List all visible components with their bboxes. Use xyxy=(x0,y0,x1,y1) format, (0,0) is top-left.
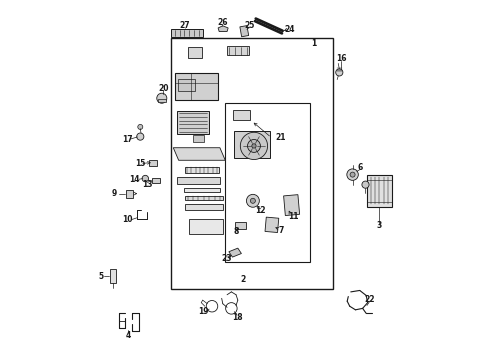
Text: 18: 18 xyxy=(232,313,243,322)
Ellipse shape xyxy=(240,132,268,159)
Bar xyxy=(171,30,203,37)
Bar xyxy=(110,269,116,283)
Text: 5: 5 xyxy=(98,271,103,280)
Bar xyxy=(368,175,392,207)
Bar xyxy=(235,222,245,229)
Text: 7: 7 xyxy=(279,226,284,235)
Polygon shape xyxy=(229,248,242,257)
Polygon shape xyxy=(173,148,225,160)
Bar xyxy=(234,131,270,158)
Text: 1: 1 xyxy=(312,39,317,48)
Text: 3: 3 xyxy=(377,221,382,230)
Polygon shape xyxy=(177,177,220,184)
Text: 9: 9 xyxy=(112,189,117,198)
Text: 17: 17 xyxy=(122,135,133,144)
Bar xyxy=(284,195,299,216)
Ellipse shape xyxy=(247,139,260,152)
Text: 23: 23 xyxy=(222,255,232,264)
Bar xyxy=(149,160,157,166)
Text: 14: 14 xyxy=(129,175,140,184)
Text: 11: 11 xyxy=(288,212,298,221)
Text: 24: 24 xyxy=(285,24,295,33)
Text: 16: 16 xyxy=(336,54,346,63)
Ellipse shape xyxy=(142,175,148,182)
Bar xyxy=(227,46,248,55)
Text: 4: 4 xyxy=(126,331,131,340)
Text: 20: 20 xyxy=(158,84,169,93)
Text: 19: 19 xyxy=(198,307,208,316)
Text: 21: 21 xyxy=(275,133,285,142)
Bar xyxy=(225,103,310,262)
Text: 8: 8 xyxy=(233,228,239,237)
Bar xyxy=(184,188,220,192)
Text: 15: 15 xyxy=(135,159,146,168)
Polygon shape xyxy=(218,26,228,32)
Ellipse shape xyxy=(138,125,143,130)
Text: 10: 10 xyxy=(122,215,133,224)
Ellipse shape xyxy=(252,144,256,148)
Text: 25: 25 xyxy=(245,21,255,30)
Bar xyxy=(125,190,133,198)
Bar xyxy=(185,167,219,173)
Bar xyxy=(178,79,195,91)
Bar xyxy=(152,178,160,183)
Text: 6: 6 xyxy=(358,163,363,172)
Bar xyxy=(175,73,218,100)
Text: 27: 27 xyxy=(180,21,191,30)
Text: 13: 13 xyxy=(142,180,153,189)
Ellipse shape xyxy=(250,198,255,203)
Text: 12: 12 xyxy=(255,206,266,215)
Bar xyxy=(177,111,209,134)
Bar xyxy=(233,111,250,121)
Ellipse shape xyxy=(157,93,167,103)
Bar xyxy=(172,39,333,289)
Ellipse shape xyxy=(350,172,355,177)
Bar xyxy=(188,47,201,58)
Ellipse shape xyxy=(362,181,369,188)
Ellipse shape xyxy=(246,194,259,207)
Ellipse shape xyxy=(347,169,358,180)
Text: 22: 22 xyxy=(365,294,375,303)
Bar xyxy=(193,135,204,141)
Polygon shape xyxy=(158,99,166,102)
Bar xyxy=(189,220,222,234)
Ellipse shape xyxy=(137,133,144,140)
Bar xyxy=(265,217,279,233)
Text: 26: 26 xyxy=(217,18,228,27)
Bar xyxy=(240,26,249,37)
Bar xyxy=(185,204,222,210)
Bar xyxy=(185,195,222,200)
Text: 2: 2 xyxy=(241,275,246,284)
Ellipse shape xyxy=(336,69,343,76)
